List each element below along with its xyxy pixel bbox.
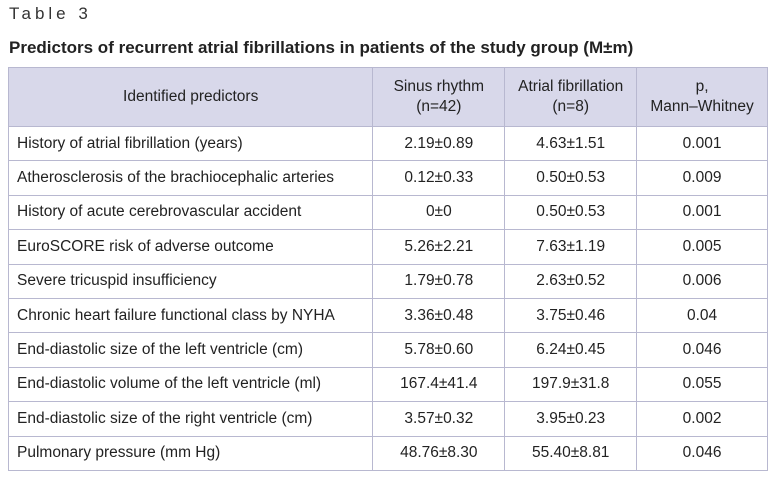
cell: 0.04 xyxy=(636,297,768,334)
row-label: EuroSCORE risk of adverse outcome xyxy=(7,229,374,265)
header-row: Identified predictors Sinus rhythm (n=42) A… xyxy=(7,67,768,127)
cell: 5.78±0.60 xyxy=(372,332,506,368)
cell: 0.009 xyxy=(636,160,768,196)
table-row: History of acute cerebrovascular acciden… xyxy=(7,194,768,231)
row-label: End-diastolic size of the left ventricle… xyxy=(7,332,374,368)
table-row: End-diastolic volume of the left ventric… xyxy=(7,366,768,403)
table-row: History of atrial fibrillation (years) 2.… xyxy=(7,125,768,162)
cell: 3.95±0.23 xyxy=(504,401,638,437)
row-label: End-diastolic volume of the left ventric… xyxy=(7,366,374,403)
table-row: End-diastolic size of the left ventricle… xyxy=(7,332,768,368)
column-header: Atrial fibrillation (n=8) xyxy=(504,67,638,127)
column-header: p, Mann–Whitney xyxy=(636,67,768,127)
header-line: (n=8) xyxy=(552,98,590,115)
data-table: Identified predictors Sinus rhythm (n=42) A… xyxy=(7,67,768,471)
header-line: Atrial fibrillation xyxy=(518,78,624,95)
cell: 48.76±8.30 xyxy=(372,435,506,471)
cell: 0.006 xyxy=(636,263,768,299)
row-label: Pulmonary pressure (mm Hg) xyxy=(7,435,374,471)
cell: 0.50±0.53 xyxy=(504,194,638,231)
row-label: Chronic heart failure functional class b… xyxy=(7,297,374,334)
cell: 6.24±0.45 xyxy=(504,332,638,368)
header-line: Identified predictors xyxy=(123,88,259,105)
row-label: End-diastolic size of the right ventricl… xyxy=(7,401,374,437)
table-label: Table 3 xyxy=(9,4,92,23)
cell: 197.9±31.8 xyxy=(504,366,638,403)
cell: 2.63±0.52 xyxy=(504,263,638,299)
cell: 3.36±0.48 xyxy=(372,297,506,334)
cell: 5.26±2.21 xyxy=(372,229,506,265)
cell: 3.75±0.46 xyxy=(504,297,638,334)
cell: 1.79±0.78 xyxy=(372,263,506,299)
table-row: Chronic heart failure functional class b… xyxy=(7,297,768,334)
cell: 0±0 xyxy=(372,194,506,231)
cell: 0.002 xyxy=(636,401,768,437)
row-label: Severe tricuspid insufficiency xyxy=(7,263,374,299)
table-row: Atherosclerosis of the brachiocephalic a… xyxy=(7,160,768,196)
cell: 2.19±0.89 xyxy=(372,125,506,162)
row-label: Atherosclerosis of the brachiocephalic a… xyxy=(7,160,374,196)
header-line: Sinus rhythm xyxy=(393,78,485,95)
row-label: History of atrial fibrillation (years) xyxy=(7,125,374,162)
row-label: History of acute cerebrovascular acciden… xyxy=(7,194,374,231)
cell: 0.046 xyxy=(636,435,768,471)
table-row: End-diastolic size of the right ventricl… xyxy=(7,401,768,437)
cell: 55.40±8.81 xyxy=(504,435,638,471)
column-header: Identified predictors xyxy=(7,67,374,127)
cell: 3.57±0.32 xyxy=(372,401,506,437)
cell: 7.63±1.19 xyxy=(504,229,638,265)
header-line: (n=42) xyxy=(416,98,462,115)
cell: 167.4±41.4 xyxy=(372,366,506,403)
header-line: Mann–Whitney xyxy=(650,98,754,115)
table-row: Severe tricuspid insufficiency 1.79±0.78 2… xyxy=(7,263,768,299)
table-body: History of atrial fibrillation (years) 2.… xyxy=(7,125,768,471)
cell: 0.50±0.53 xyxy=(504,160,638,196)
cell: 4.63±1.51 xyxy=(504,125,638,162)
cell: 0.001 xyxy=(636,125,768,162)
table-head: Identified predictors Sinus rhythm (n=42) A… xyxy=(7,67,768,127)
cell: 0.055 xyxy=(636,366,768,403)
table-row: Pulmonary pressure (mm Hg) 48.76±8.30 55.4… xyxy=(7,435,768,471)
cell: 0.046 xyxy=(636,332,768,368)
cell: 0.12±0.33 xyxy=(372,160,506,196)
header-line: p, xyxy=(695,78,709,95)
table-title: Predictors of recurrent atrial fibrillat… xyxy=(9,38,634,57)
cell: 0.001 xyxy=(636,194,768,231)
column-header: Sinus rhythm (n=42) xyxy=(372,67,506,127)
cell: 0.005 xyxy=(636,229,768,265)
table-row: EuroSCORE risk of adverse outcome 5.26±2.… xyxy=(7,229,768,265)
